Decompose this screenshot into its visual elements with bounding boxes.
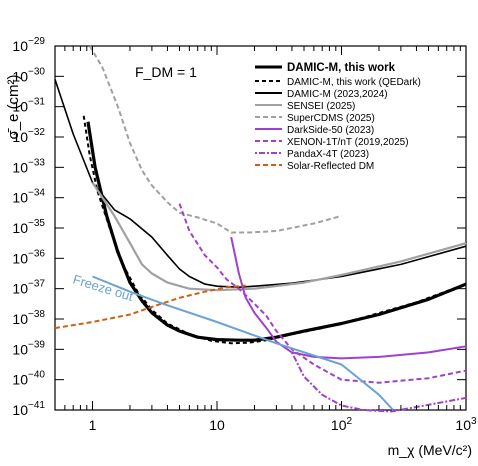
legend-label-4: SuperCDMS (2025)	[287, 113, 375, 124]
y-tick-label: 10	[12, 281, 28, 297]
legend: DAMIC-M, this work DAMIC-M, this work (QE…	[255, 62, 421, 172]
y-tick-label: 10	[12, 220, 28, 236]
y-tick-label: 10	[12, 190, 28, 206]
y-tick-label: 10	[12, 341, 28, 357]
y-tick-exponent: −37	[28, 279, 45, 290]
legend-label-7: PandaX-4T (2023)	[287, 149, 369, 160]
y-tick-exponent: −35	[28, 218, 45, 229]
y-tick-exponent: −40	[28, 370, 45, 381]
x-tick-label: 1	[89, 417, 97, 433]
y-tick-label: 10	[12, 68, 28, 84]
x-tick-label: 103	[455, 416, 477, 433]
series-line-4	[88, 45, 342, 234]
y-axis-label: σ̄_e (cm²)	[5, 74, 22, 139]
legend-label-3: SENSEI (2025)	[287, 101, 355, 112]
fdm-annotation: F_DM = 1	[135, 64, 197, 80]
y-tick-label: 10	[12, 311, 28, 327]
legend-label-8: Solar-Reflected DM	[287, 161, 374, 172]
y-tick-label: 10	[12, 99, 28, 115]
legend-label-6: XENON-1T/nT (2019,2025)	[287, 137, 409, 148]
legend-label-1: DAMIC-M, this work (QEDark)	[287, 77, 421, 88]
curves	[54, 45, 467, 413]
freeze-out-label: Freeze out	[71, 272, 135, 305]
legend-label-0: DAMIC-M, this work	[287, 62, 396, 74]
legend-label-5: DarkSide-50 (2023)	[287, 125, 374, 136]
y-tick-exponent: −38	[28, 309, 45, 320]
x-tick-label: 10	[209, 417, 225, 433]
y-tick-label: 10	[12, 250, 28, 266]
y-tick-label: 10	[12, 38, 28, 54]
series-line-7	[291, 351, 467, 413]
y-tick-label: 10	[12, 129, 28, 145]
x-axis-label: m_χ (MeV/c²)	[388, 442, 472, 458]
y-tick-label: 10	[12, 402, 28, 418]
y-tick-label: 10	[12, 159, 28, 175]
series-line-3	[91, 181, 467, 292]
y-tick-exponent: −39	[28, 339, 45, 350]
series-line-1	[82, 115, 467, 345]
y-tick-exponent: −31	[28, 97, 45, 108]
y-tick-exponent: −30	[28, 66, 45, 77]
y-tick-exponent: −36	[28, 248, 45, 259]
series-line-9	[92, 275, 394, 411]
x-tick-label: 102	[331, 416, 353, 433]
y-tick-exponent: −33	[28, 157, 45, 168]
y-tick-exponent: −29	[28, 36, 45, 47]
y-tick-exponent: −32	[28, 127, 45, 138]
series-line-6	[178, 203, 467, 384]
series-line-2	[54, 79, 467, 288]
legend-label-2: DAMIC-M (2023,2024)	[287, 89, 388, 100]
y-tick-label: 10	[12, 372, 28, 388]
y-tick-exponent: −34	[28, 188, 45, 199]
y-tick-exponent: −41	[28, 400, 45, 411]
series-line-8	[54, 284, 246, 330]
